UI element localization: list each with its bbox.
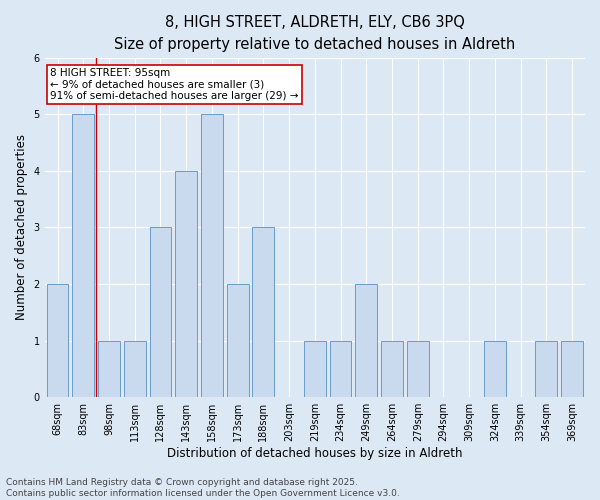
Bar <box>227 284 248 397</box>
Bar <box>381 340 403 397</box>
Title: 8, HIGH STREET, ALDRETH, ELY, CB6 3PQ
Size of property relative to detached hous: 8, HIGH STREET, ALDRETH, ELY, CB6 3PQ Si… <box>114 15 515 52</box>
Bar <box>201 114 223 397</box>
Bar <box>407 340 428 397</box>
Bar <box>304 340 326 397</box>
Bar <box>73 114 94 397</box>
Bar <box>355 284 377 397</box>
Bar <box>98 340 120 397</box>
Bar <box>253 228 274 397</box>
Bar <box>535 340 557 397</box>
Bar <box>149 228 172 397</box>
Bar <box>124 340 146 397</box>
Bar <box>47 284 68 397</box>
Y-axis label: Number of detached properties: Number of detached properties <box>15 134 28 320</box>
Text: Contains HM Land Registry data © Crown copyright and database right 2025.
Contai: Contains HM Land Registry data © Crown c… <box>6 478 400 498</box>
Bar <box>484 340 506 397</box>
X-axis label: Distribution of detached houses by size in Aldreth: Distribution of detached houses by size … <box>167 447 463 460</box>
Bar <box>561 340 583 397</box>
Text: 8 HIGH STREET: 95sqm
← 9% of detached houses are smaller (3)
91% of semi-detache: 8 HIGH STREET: 95sqm ← 9% of detached ho… <box>50 68 299 101</box>
Bar <box>175 171 197 397</box>
Bar <box>329 340 352 397</box>
